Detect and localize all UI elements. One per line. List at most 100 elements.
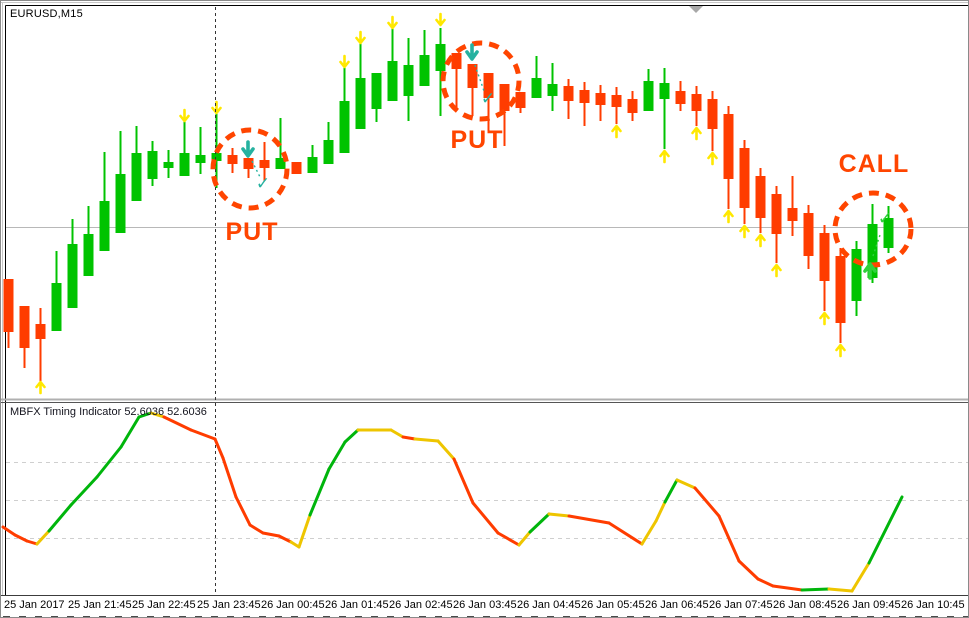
fractal-arrow-up-icon: [819, 311, 830, 326]
fractal-arrow-up-icon: [739, 224, 750, 239]
indicator-line-segment: [471, 501, 500, 535]
candle-body: [547, 84, 558, 96]
candle-body: [227, 155, 238, 164]
time-axis-ticks: [3, 616, 968, 617]
signal-check-icon: ✓: [256, 174, 270, 194]
fractal-arrow-up-icon: [723, 209, 734, 224]
candle-body: [195, 155, 206, 163]
fractal-arrow-up-icon: [707, 151, 718, 166]
fractal-arrow-down-icon: [435, 12, 446, 27]
signal-circle: [440, 40, 522, 122]
fractal-arrow-up-icon: [35, 380, 46, 395]
indicator-line-segment: [289, 540, 301, 549]
fractal-arrow-up-icon: [691, 126, 702, 141]
time-label: 26 Jan 01:45: [325, 599, 389, 611]
chart-shift-icon: [689, 6, 703, 13]
fractal-arrow-down-icon: [179, 108, 190, 123]
candle-body: [435, 44, 446, 71]
time-label: 26 Jan 05:45: [581, 599, 645, 611]
time-label: 26 Jan 03:45: [453, 599, 517, 611]
candle-body: [67, 244, 78, 308]
fractal-arrow-up-icon: [771, 263, 782, 278]
signal-arrow-down-icon: [465, 43, 479, 61]
chart-canvas[interactable]: ✓ ✓ ✓ PUT PUT CALL: [1, 1, 969, 595]
time-label: 26 Jan 10:45: [901, 599, 965, 611]
candle-body: [403, 65, 414, 96]
indicator-line-segment: [496, 531, 521, 547]
candle-body: [467, 64, 478, 88]
candle-body: [627, 99, 638, 113]
indicator-line-segment: [693, 486, 721, 518]
indicator-line-segment: [13, 533, 29, 543]
indicator-line-segment: [297, 513, 312, 549]
indicator-line-segment: [401, 435, 417, 441]
candle-body: [851, 249, 862, 301]
indicator-line-segment: [771, 584, 804, 592]
time-label: 25 Jan 21:45: [68, 599, 132, 611]
indicator-line-segment: [654, 500, 667, 523]
candle-body: [755, 176, 766, 218]
indicator-title: MBFX Timing Indicator 52.6036 52.6036: [10, 406, 207, 418]
signal-circle: [832, 190, 914, 268]
candle-body: [243, 158, 254, 169]
indicator-line-segment: [277, 534, 293, 544]
fractal-arrow-up-icon: [835, 343, 846, 358]
fractal-arrow-up-icon: [755, 233, 766, 248]
signal-circle: [210, 127, 290, 211]
indicator-line-segment: [675, 478, 697, 490]
time-label: 26 Jan 00:45: [261, 599, 325, 611]
candle-body: [51, 283, 62, 331]
candle-body: [835, 256, 846, 323]
time-label: 26 Jan 08:45: [773, 599, 837, 611]
indicator-line-segment: [137, 411, 153, 419]
candle-body: [19, 306, 30, 348]
indicator-line-segment: [436, 439, 456, 461]
candle-body: [307, 157, 318, 173]
candle-body: [563, 86, 574, 101]
candle-body: [483, 73, 494, 98]
time-label: 26 Jan 04:45: [517, 599, 581, 611]
candle-body: [819, 233, 830, 281]
indicator-line-segment: [248, 523, 265, 535]
time-label: 26 Jan 02:45: [389, 599, 453, 611]
indicator-line-segment: [517, 530, 532, 547]
signal-check-icon: ✓: [878, 209, 892, 229]
candle-body: [803, 213, 814, 256]
candle-body: [531, 78, 542, 98]
time-label: 25 Jan 23:45: [197, 599, 261, 611]
indicator-line-segment: [25, 539, 39, 546]
indicator-line-segment: [663, 478, 679, 504]
candle-body: [387, 61, 398, 101]
signal-arrow-up-icon: [863, 262, 877, 280]
indicator-line-segment: [452, 457, 475, 505]
candle-body: [35, 324, 46, 339]
indicator-line-segment: [827, 587, 854, 593]
candle-body: [99, 201, 110, 251]
put-label: PUT: [451, 126, 504, 154]
fractal-arrow-down-icon: [339, 54, 350, 69]
indicator-line-segment: [47, 503, 73, 533]
candle-body: [611, 95, 622, 107]
indicator-line-segment: [717, 514, 741, 563]
candle-body: [131, 153, 142, 201]
indicator-line-segment: [607, 521, 644, 546]
candle-body: [419, 55, 430, 86]
indicator-line-segment: [149, 411, 166, 419]
candle-body: [883, 218, 894, 248]
indicator-line-segment: [234, 495, 252, 527]
candle-body: [643, 81, 654, 111]
candle-body: [787, 208, 798, 221]
indicator-line-segment: [189, 428, 217, 441]
signal-connector-line: [872, 234, 881, 257]
candle-body: [83, 234, 94, 276]
call-label: CALL: [839, 150, 910, 178]
indicator-line-segment: [119, 415, 141, 449]
fractal-arrow-down-icon: [211, 100, 222, 115]
indicator-line-segment: [327, 440, 347, 471]
indicator-line-segment: [35, 529, 51, 546]
indicator-line-segment: [737, 559, 760, 581]
fractal-arrow-up-icon: [659, 149, 670, 164]
candle-body: [723, 114, 734, 179]
fractal-arrow-down-icon: [387, 15, 398, 30]
candle-body: [771, 194, 782, 234]
